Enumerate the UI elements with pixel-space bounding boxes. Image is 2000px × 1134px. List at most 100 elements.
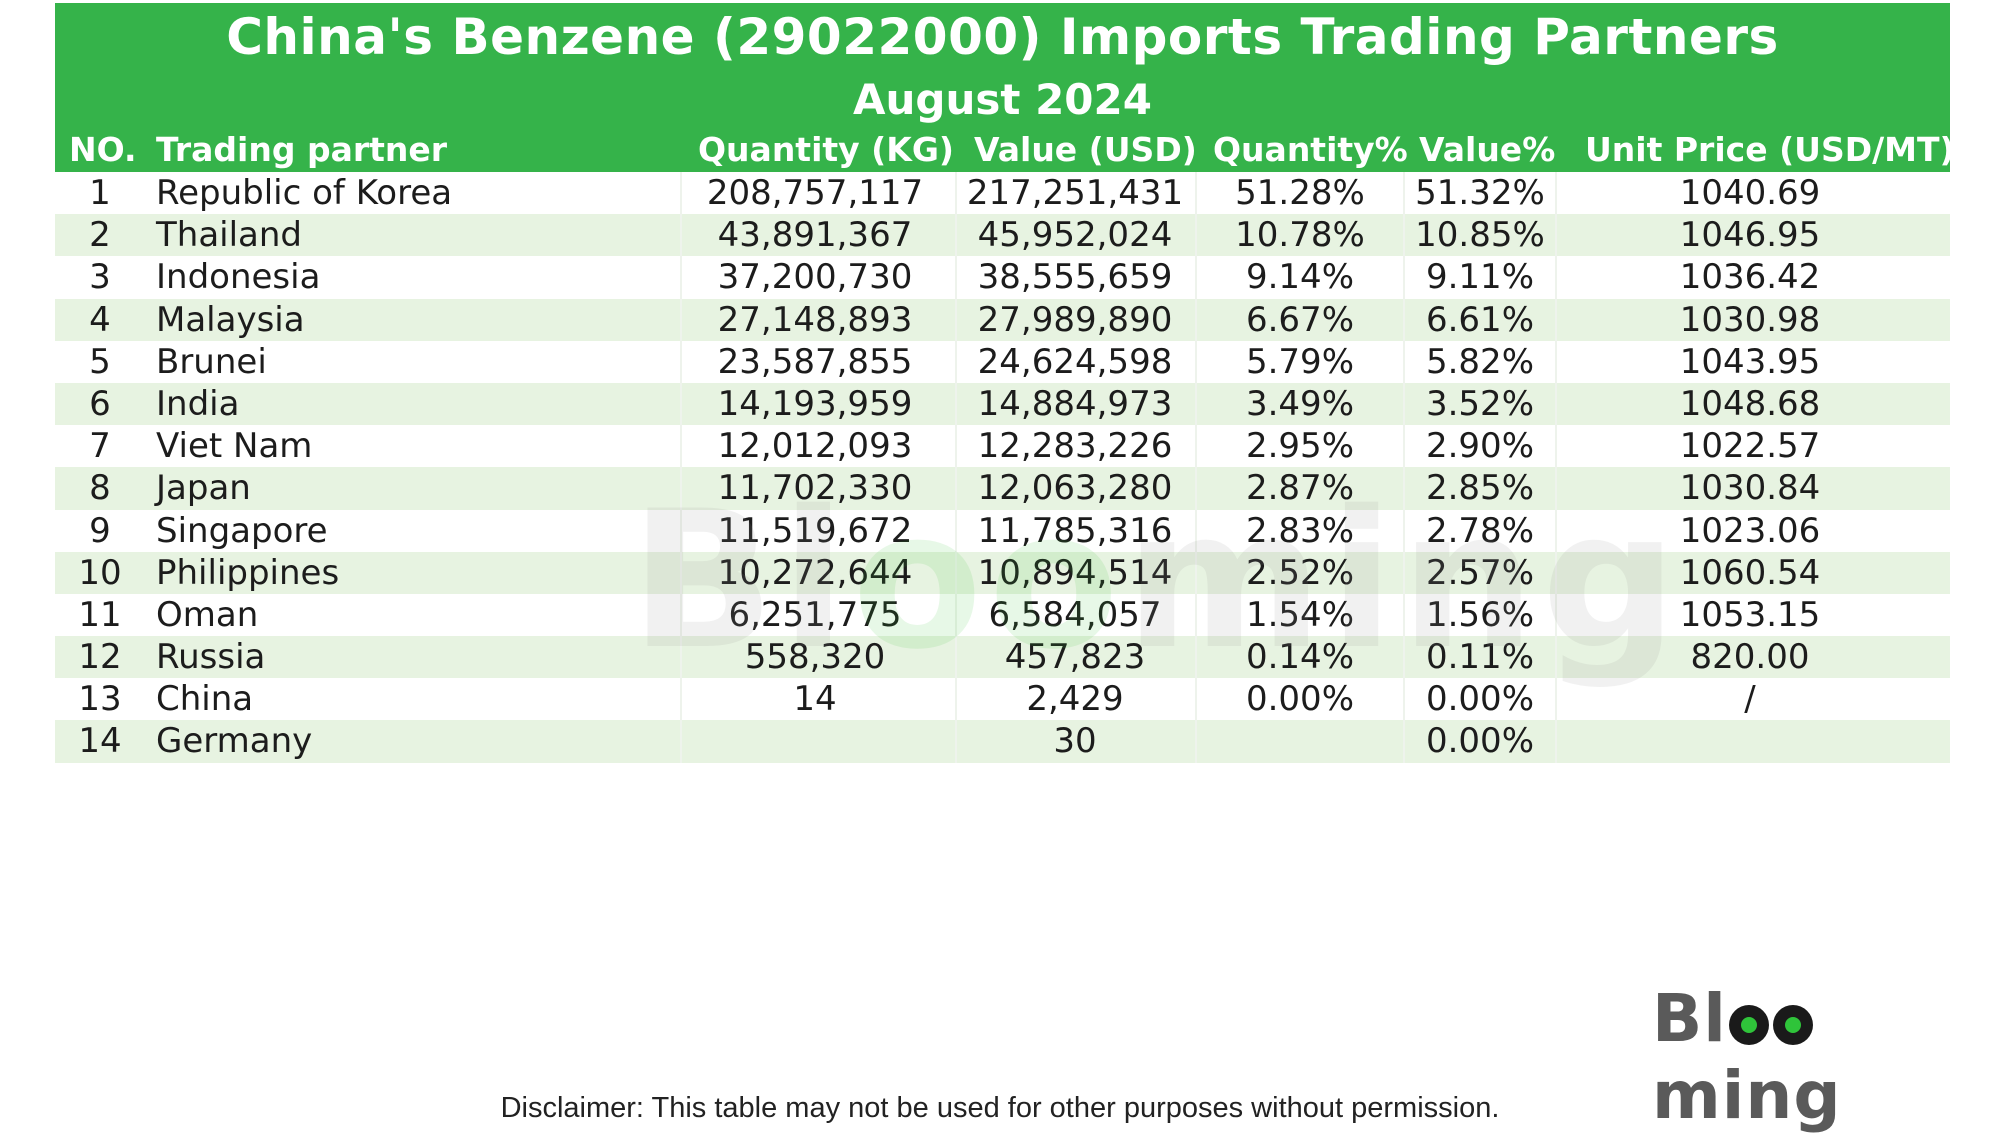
cell-trading-partner: Japan [156, 468, 251, 509]
column-divider [1403, 425, 1405, 468]
cell-trading-partner: Russia [156, 637, 266, 678]
column-divider [1195, 298, 1197, 341]
column-divider [1555, 636, 1557, 679]
column-divider [1555, 720, 1557, 763]
cell-value-pct: 0.00% [1425, 679, 1534, 720]
column-divider [1403, 678, 1405, 721]
cell-quantity-kg: 12,012,093 [717, 426, 913, 467]
cell-value-pct: 0.11% [1425, 637, 1534, 678]
column-divider [1195, 340, 1197, 383]
table-row: 5 Brunei 23,587,855 24,624,598 5.79% 5.82% 104… [55, 340, 1950, 383]
column-divider [1403, 467, 1405, 510]
table-subtitle: August 2024 [853, 75, 1152, 124]
cell-quantity-kg: 208,757,117 [706, 173, 924, 213]
cell-row-number: 14 [78, 721, 122, 762]
cell-quantity-pct: 9.14% [1245, 257, 1354, 298]
cell-quantity-pct: 2.52% [1245, 552, 1354, 593]
column-divider [680, 298, 682, 341]
cell-quantity-kg: 43,891,367 [717, 215, 913, 256]
column-divider [680, 593, 682, 637]
cell-row-number: 11 [78, 594, 122, 635]
column-divider [680, 382, 682, 426]
cell-unit-price: 1053.15 [1679, 594, 1821, 635]
cell-unit-price: 1060.54 [1679, 552, 1821, 593]
column-divider [1555, 298, 1557, 341]
column-divider [955, 256, 957, 299]
cell-row-number: 12 [78, 637, 122, 678]
column-divider [955, 636, 957, 679]
cell-row-number: 9 [89, 510, 111, 551]
cell-trading-partner: Viet Nam [156, 426, 313, 467]
column-divider [1555, 214, 1557, 257]
column-divider [955, 467, 957, 510]
blooming-logo: Blming [1652, 980, 1842, 1134]
column-divider [1195, 467, 1197, 510]
column-divider [1403, 382, 1405, 426]
cell-unit-price: 1030.84 [1679, 468, 1821, 509]
column-divider [1403, 509, 1405, 552]
cell-value-usd: 30 [1053, 721, 1097, 762]
column-divider [1195, 214, 1197, 257]
logo-eye-icon [1772, 1005, 1813, 1045]
cell-quantity-kg: 37,200,730 [717, 257, 913, 298]
column-divider [1555, 678, 1557, 721]
cell-value-usd: 24,624,598 [977, 341, 1173, 382]
column-divider [1195, 720, 1197, 763]
cell-quantity-kg [685, 720, 945, 762]
cell-row-number: 13 [78, 679, 122, 720]
table-row: 9 Singapore 11,519,672 11,785,316 2.83% 2.78%… [55, 509, 1950, 552]
cell-value-usd: 11,785,316 [977, 510, 1173, 551]
column-divider [680, 509, 682, 552]
column-divider [680, 425, 682, 468]
cell-quantity-kg: 27,148,893 [717, 299, 913, 340]
column-divider [680, 256, 682, 299]
cell-quantity-pct: 2.87% [1245, 468, 1354, 509]
column-divider [1195, 636, 1197, 679]
column-divider [1195, 425, 1197, 468]
column-divider [955, 551, 957, 594]
cell-unit-price: 1048.68 [1679, 383, 1821, 424]
column-divider [1555, 509, 1557, 552]
column-divider [1403, 172, 1405, 215]
column-divider [1555, 256, 1557, 299]
column-divider [955, 340, 957, 383]
cell-trading-partner: Philippines [156, 552, 340, 593]
cell-quantity-pct: 5.79% [1245, 341, 1354, 382]
column-divider [1195, 678, 1197, 721]
column-divider [1195, 382, 1197, 426]
cell-value-usd: 45,952,024 [977, 215, 1173, 256]
column-divider [955, 172, 957, 215]
cell-value-usd: 12,283,226 [977, 426, 1173, 467]
column-divider [955, 720, 957, 763]
cell-row-number: 2 [89, 215, 111, 256]
cell-quantity-kg: 10,272,644 [717, 552, 913, 593]
table-row: 6 India 14,193,959 14,884,973 3.49% 3.52% 1048… [55, 382, 1950, 426]
cell-quantity-pct: 2.83% [1245, 510, 1354, 551]
table-row: 3 Indonesia 37,200,730 38,555,659 9.14% 9.11%… [55, 256, 1950, 299]
column-divider [1403, 214, 1405, 257]
column-divider [1555, 593, 1557, 637]
column-divider [680, 551, 682, 594]
cell-quantity-kg: 11,702,330 [717, 468, 913, 509]
cell-trading-partner: China [156, 679, 254, 720]
column-divider [1555, 172, 1557, 215]
column-header-quantity-pct: Quantity% [1213, 130, 1408, 169]
cell-value-pct: 3.52% [1425, 383, 1534, 424]
cell-trading-partner: Indonesia [156, 257, 321, 298]
cell-trading-partner: Oman [156, 594, 259, 635]
column-divider [955, 214, 957, 257]
cell-row-number: 4 [89, 299, 111, 340]
column-divider [680, 636, 682, 679]
column-divider [1555, 382, 1557, 426]
cell-value-usd: 6,584,057 [988, 594, 1162, 635]
column-divider [1403, 298, 1405, 341]
cell-value-pct: 2.90% [1425, 426, 1534, 467]
column-divider [680, 340, 682, 383]
cell-trading-partner: Brunei [156, 341, 267, 382]
cell-value-pct: 2.57% [1425, 552, 1534, 593]
cell-unit-price [1620, 720, 1880, 762]
cell-row-number: 6 [89, 383, 111, 424]
cell-quantity-kg: 11,519,672 [717, 510, 913, 551]
cell-value-pct: 51.32% [1415, 173, 1545, 213]
column-divider [1555, 551, 1557, 594]
